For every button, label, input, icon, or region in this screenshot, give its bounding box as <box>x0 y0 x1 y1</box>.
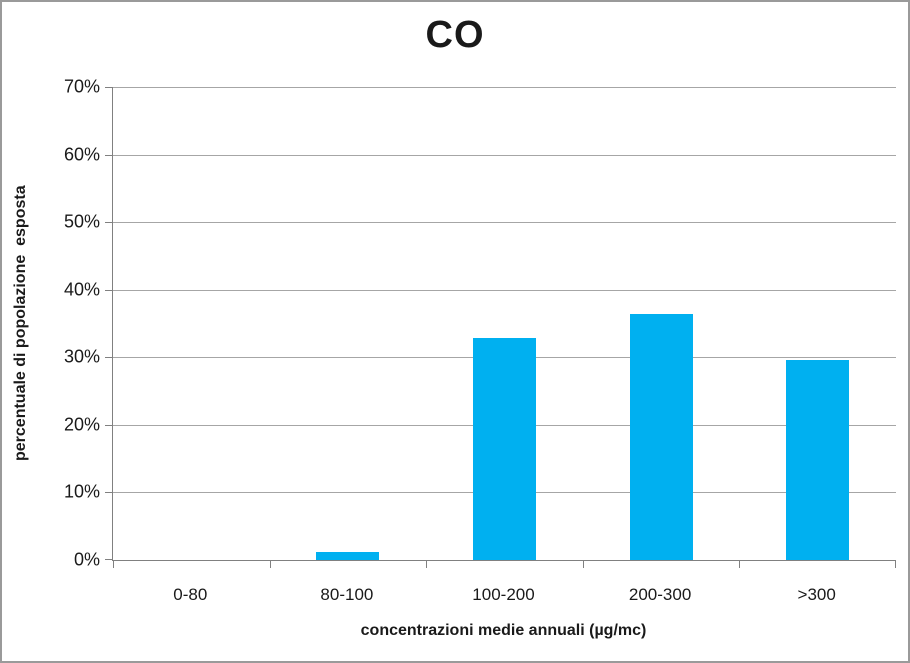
y-axis-tick-mark <box>105 357 113 359</box>
y-axis-tick-mark <box>105 492 113 494</box>
x-category-label: 0-80 <box>173 585 208 604</box>
y-axis-tick-label: 20% <box>63 414 100 435</box>
plot-area <box>105 87 896 568</box>
y-axis-tick-label: 70% <box>63 76 100 97</box>
gridline <box>113 222 896 224</box>
x-category-label: 80-100 <box>320 585 374 604</box>
y-axis-tick-label: 60% <box>63 144 100 165</box>
y-axis-tick-label: 40% <box>63 279 100 300</box>
x-axis-tick-mark <box>426 561 427 568</box>
bar->300 <box>786 360 850 560</box>
x-category-label: >300 <box>797 585 836 604</box>
x-axis-tick-mark <box>113 561 114 568</box>
x-axis-tick-mark <box>270 561 271 568</box>
x-axis-tick-mark <box>739 561 740 568</box>
gridline <box>113 289 896 291</box>
x-category-label: 200-300 <box>628 585 692 604</box>
y-axis-tick-mark <box>105 87 113 88</box>
y-axis-tick-label: 50% <box>63 211 100 232</box>
y-axis-tick-mark <box>105 154 113 156</box>
bar-100-200 <box>473 338 536 560</box>
x-axis-title: concentrazioni medie annuali (µg/mc) <box>360 622 647 639</box>
x-axis-tick-mark <box>583 561 584 568</box>
y-axis-tick-label: 0% <box>73 549 100 570</box>
gridline <box>113 154 896 156</box>
bar-80-100 <box>316 552 380 560</box>
gridline <box>113 87 896 88</box>
y-axis-title: percentuale di popolazione esposta <box>12 185 29 462</box>
y-axis-tick-mark <box>105 222 113 224</box>
y-axis-tick-label: 10% <box>63 481 100 502</box>
chart-title: CO <box>425 14 485 56</box>
x-axis-tick-mark <box>895 561 896 568</box>
y-axis-tick-mark <box>105 289 113 291</box>
y-axis-tick-mark <box>105 424 113 426</box>
y-axis-tick-label: 30% <box>63 346 100 367</box>
bar-200-300 <box>629 314 693 560</box>
x-category-label: 100-200 <box>472 585 535 604</box>
y-axis-tick-mark <box>105 559 113 560</box>
